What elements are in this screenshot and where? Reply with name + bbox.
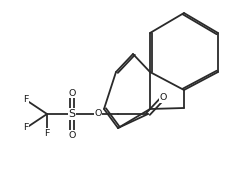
Text: F: F <box>23 124 29 132</box>
Text: O: O <box>159 93 167 103</box>
Text: F: F <box>23 96 29 104</box>
Text: O: O <box>68 89 76 97</box>
Text: S: S <box>69 109 75 119</box>
Text: O: O <box>94 110 102 118</box>
Text: O: O <box>68 131 76 139</box>
Text: F: F <box>44 128 50 138</box>
